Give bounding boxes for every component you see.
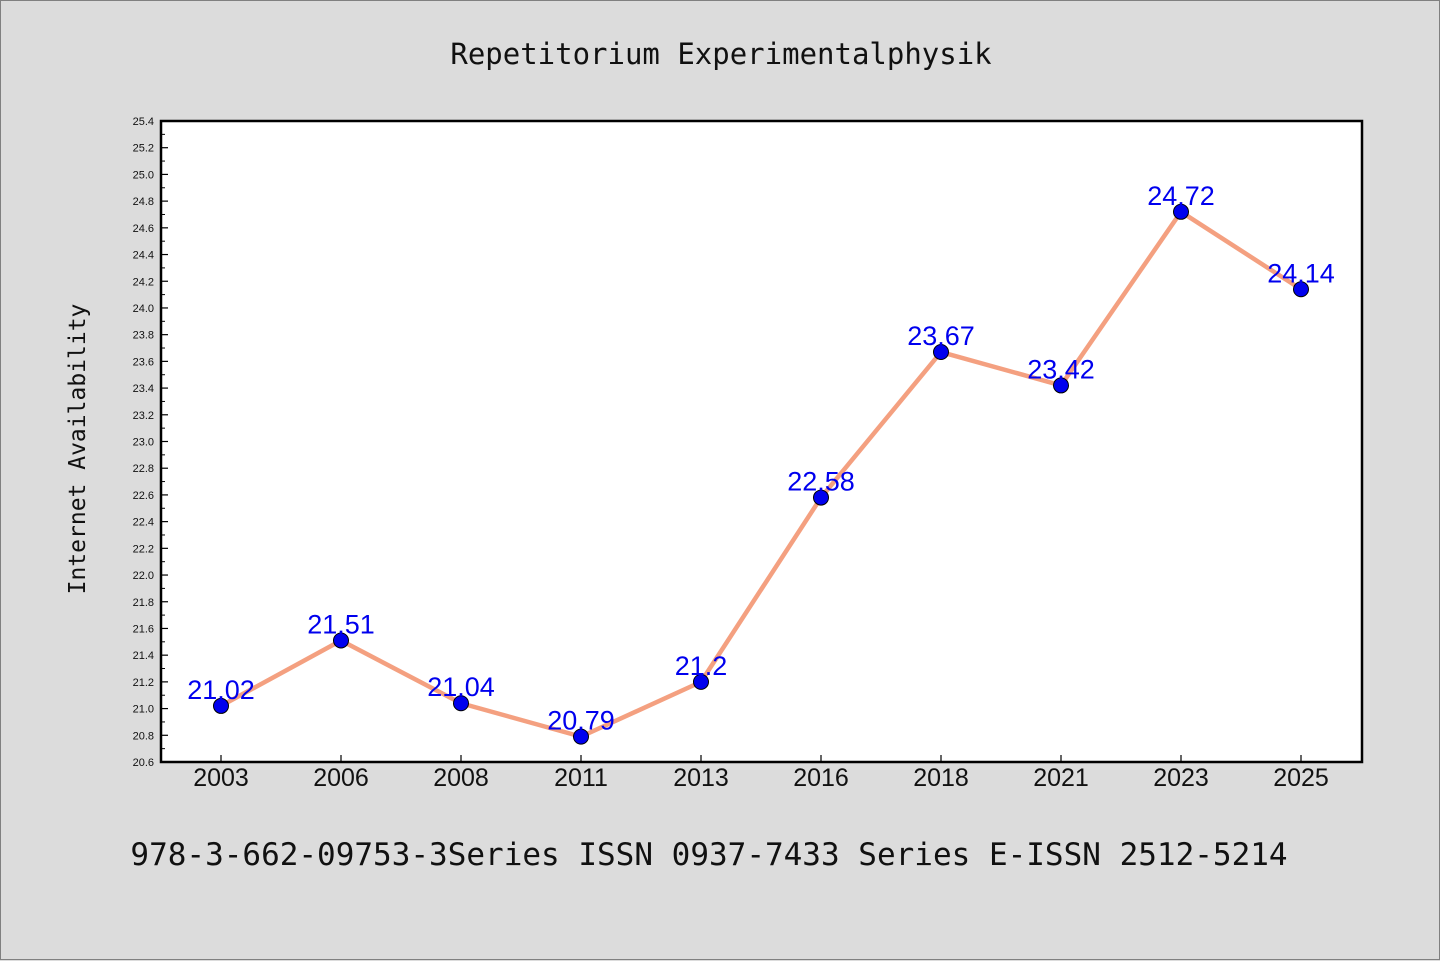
- y-tick-label: 24.6: [133, 223, 154, 235]
- y-tick-label: 25.2: [133, 143, 154, 155]
- data-label: 23.67: [907, 321, 975, 351]
- data-label: 24.72: [1147, 181, 1215, 211]
- data-label: 23.42: [1027, 354, 1095, 384]
- data-point: [1173, 203, 1189, 220]
- y-tick-label: 22.6: [133, 490, 154, 502]
- y-tick-label: 23.4: [133, 383, 154, 395]
- y-tick-label: 23.8: [133, 330, 154, 342]
- data-label: 21.51: [307, 609, 375, 639]
- data-point: [1053, 377, 1069, 394]
- y-axis-label: Internet Availability: [65, 304, 91, 595]
- y-tick-label: 22.2: [133, 543, 154, 555]
- plot-area: [159, 119, 1364, 764]
- y-tick-label: 20.6: [133, 757, 154, 769]
- y-tick-label: 22.8: [133, 463, 154, 475]
- x-tick-label: 2013: [673, 764, 729, 792]
- y-tick-label: 23.0: [133, 437, 154, 449]
- chart-title: Repetitorium Experimentalphysik: [450, 37, 992, 71]
- data-label: 21.02: [187, 675, 255, 705]
- data-label: 22.58: [787, 467, 855, 497]
- data-points: [213, 203, 1309, 745]
- y-axis-ticks: 20.6 20.8 21.0 21.2 21.4 21.6 21.8 22.0 22.2 22.4…: [133, 116, 168, 769]
- y-tick-label: 22.4: [133, 517, 154, 529]
- x-tick-label: 2008: [433, 764, 489, 792]
- x-tick-label: 2011: [554, 764, 608, 792]
- data-point: [813, 489, 829, 506]
- data-label: 21.2: [675, 651, 728, 681]
- y-tick-label: 21.4: [133, 650, 154, 662]
- y-tick-label: 22.0: [133, 570, 154, 582]
- series-line-group: [218, 209, 1304, 739]
- data-point: [333, 632, 349, 649]
- x-tick-label: 2016: [793, 764, 849, 792]
- y-tick-label: 23.6: [133, 356, 154, 368]
- data-point: [453, 695, 469, 712]
- data-point: [1293, 281, 1309, 298]
- x-tick-label: 2018: [913, 764, 969, 792]
- data-labels: 21.02 21.51 21.04 20.79 21.2 22.58 23.67 23.42 2…: [187, 181, 1335, 736]
- y-tick-label: 21.0: [133, 704, 154, 716]
- x-axis-ticks: 2003 2006 2008 2011 2013 2016 2018 2021 2023 2025: [193, 755, 1329, 792]
- x-tick-label: 2003: [193, 764, 249, 792]
- data-point: [573, 728, 589, 745]
- y-tick-label: 23.2: [133, 410, 154, 422]
- y-tick-label: 25.0: [133, 169, 154, 181]
- x-tick-label: 2021: [1033, 764, 1089, 792]
- y-tick-label: 21.8: [133, 597, 154, 609]
- footer-text: 978-3-662-09753-3Series ISSN 0937-7433 S…: [130, 837, 1287, 873]
- y-tick-label: 24.8: [133, 196, 154, 208]
- x-tick-label: 2023: [1153, 764, 1209, 792]
- data-point: [933, 344, 949, 361]
- y-tick-label: 24.0: [133, 303, 154, 315]
- y-tick-label: 24.2: [133, 276, 154, 288]
- series-line: [218, 209, 1304, 739]
- y-tick-label: 21.6: [133, 623, 154, 635]
- x-tick-label: 2025: [1273, 764, 1329, 792]
- y-tick-label: 25.4: [133, 116, 154, 128]
- data-point: [693, 673, 709, 690]
- y-tick-label: 21.2: [133, 677, 154, 689]
- x-tick-label: 2006: [313, 764, 369, 792]
- y-tick-label: 20.8: [133, 730, 154, 742]
- data-point: [213, 697, 229, 714]
- y-tick-label: 24.4: [133, 250, 154, 262]
- data-label: 24.14: [1267, 258, 1335, 288]
- data-label: 21.04: [427, 672, 495, 702]
- data-label: 20.79: [547, 706, 615, 736]
